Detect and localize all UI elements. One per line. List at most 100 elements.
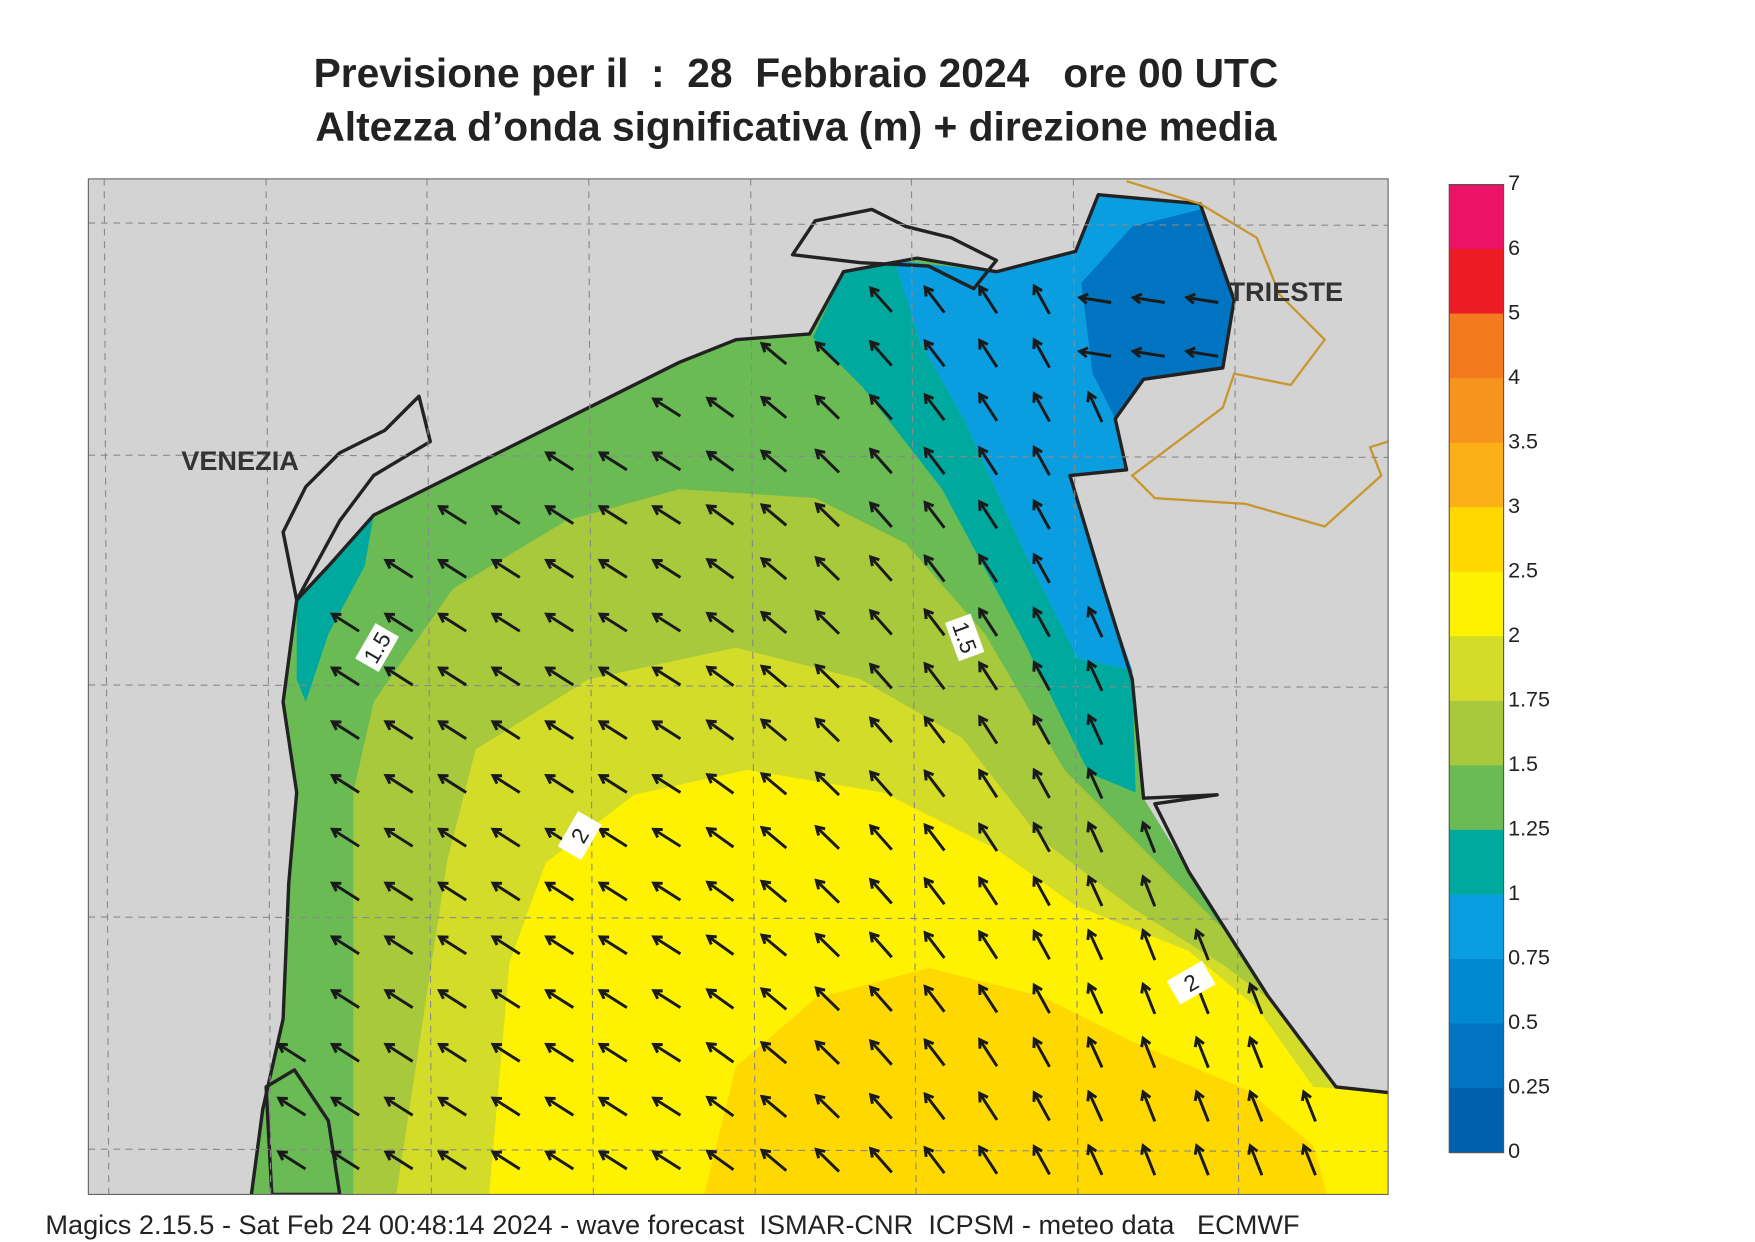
wave-arrow [651, 451, 682, 472]
wave-arrow [868, 770, 893, 797]
wave-arrow [437, 935, 467, 956]
wave-arrow [544, 989, 575, 1009]
wave-arrow [1032, 821, 1051, 853]
wave-arrow [814, 932, 841, 958]
wave-arrow [814, 448, 841, 474]
wave-arrow [1086, 820, 1104, 853]
wave-arrow [1140, 1089, 1157, 1122]
wave-arrow [329, 1150, 360, 1171]
wave-arrow [759, 1094, 788, 1119]
wave-arrow [923, 984, 946, 1013]
wave-arrow [651, 1150, 682, 1171]
wave-arrow [705, 396, 735, 419]
wave-arrow [329, 1042, 360, 1063]
map: VENEZIA TRIESTE 1.5 1.522 [88, 178, 1389, 1195]
wave-arrow [759, 449, 788, 473]
colorbar-swatch [1449, 571, 1504, 637]
wave-arrow [705, 988, 735, 1010]
wave-arrow [814, 824, 841, 850]
wave-arrow [437, 612, 467, 633]
wave-arrow [1184, 346, 1219, 359]
wave-arrow [329, 881, 360, 902]
wave-arrow [1247, 1035, 1264, 1069]
wave-arrow [597, 666, 628, 687]
wave-arrow [1140, 1035, 1157, 1069]
wave-arrow [597, 935, 628, 956]
coastline [249, 193, 1389, 1195]
sea-zone [296, 515, 374, 702]
wave-arrow [923, 1145, 946, 1174]
wave-arrow [1086, 767, 1104, 800]
graticule [88, 178, 1389, 1195]
wave-arrow [759, 503, 788, 527]
wave-arrow [923, 930, 946, 959]
wave-arrow [868, 1092, 893, 1120]
wave-arrow [651, 1042, 682, 1063]
wave-arrow [1086, 982, 1104, 1015]
wave-arrow [759, 1040, 788, 1065]
wave-arrow [1247, 1143, 1264, 1176]
wave-arrow [1140, 981, 1157, 1015]
wave-arrow [329, 1096, 360, 1117]
subtitle: Altezza d’onda significativa (m) + direz… [315, 103, 1277, 149]
wave-arrow [329, 774, 360, 794]
wave-arrow [1193, 1143, 1210, 1176]
wave-arrow [1032, 767, 1051, 799]
wave-arrow [759, 664, 788, 688]
sea-zone [812, 260, 1136, 793]
wave-arrow [544, 612, 575, 633]
wave-arrow [978, 714, 999, 745]
wave-arrow [978, 822, 999, 852]
wave-arrow [383, 989, 414, 1009]
wave-arrow [978, 875, 999, 906]
wave-arrow [490, 1150, 521, 1171]
wave-arrow [437, 505, 467, 525]
wave-arrow [705, 504, 735, 526]
contour-label: 2 [1166, 960, 1216, 1005]
colorbar-label: 0.5 [1508, 1010, 1538, 1034]
wave-arrow [651, 935, 682, 956]
wave-arrow [437, 1150, 467, 1171]
wave-arrow [1300, 1143, 1317, 1176]
colorbar-swatch [1449, 249, 1504, 315]
wave-arrow [544, 935, 575, 956]
wave-arrow [923, 285, 946, 314]
wave-arrow [978, 929, 999, 960]
wave-arrow [868, 286, 893, 313]
wave-arrow [1193, 927, 1210, 961]
wave-arrow [437, 989, 467, 1009]
wave-arrow [544, 720, 575, 740]
wave-arrow [544, 1150, 575, 1171]
wave-arrow [978, 1037, 999, 1068]
wave-arrow [978, 607, 999, 637]
colorbar-label: 3 [1508, 494, 1520, 518]
wave-arrow [383, 1096, 414, 1117]
wave-arrow [705, 826, 735, 849]
colorbar-label: 5 [1508, 300, 1520, 324]
colorbar-label: 3.5 [1508, 429, 1538, 453]
wave-arrow [490, 666, 521, 687]
wave-arrow [329, 989, 360, 1009]
wave-arrow [1032, 606, 1051, 638]
wave-arrow [868, 877, 893, 905]
contour-label-box [944, 613, 985, 662]
wave-arrow [705, 1095, 735, 1118]
wave-arrow [1140, 1143, 1157, 1176]
wave-arrow [978, 338, 999, 368]
wave-arrow [978, 660, 999, 691]
colorbar-label: 2 [1508, 623, 1520, 647]
colorbar-swatch [1449, 313, 1504, 379]
wave-arrow [705, 558, 735, 580]
wave-arrow [1086, 390, 1104, 423]
wave-arrow [651, 989, 682, 1009]
wave-arrow [490, 612, 521, 633]
wave-arrow [490, 989, 521, 1009]
wave-arrow [814, 986, 841, 1012]
lagoon [281, 394, 432, 602]
colorbar-swatch [1449, 765, 1504, 831]
wave-arrow [1086, 928, 1104, 961]
wave-arrow [705, 719, 735, 741]
colorbar-swatch [1449, 958, 1504, 1025]
wave-arrow [1032, 928, 1051, 960]
wave-arrow [329, 720, 360, 740]
